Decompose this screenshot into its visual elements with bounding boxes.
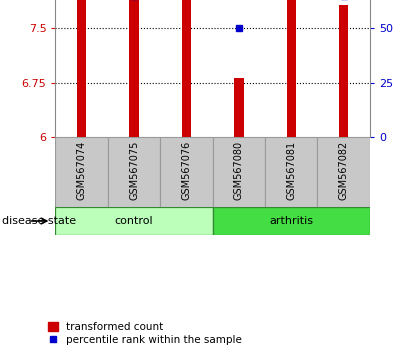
Text: GSM567081: GSM567081 <box>286 141 296 200</box>
Bar <box>77 0 86 137</box>
Text: GSM567074: GSM567074 <box>77 141 87 200</box>
Bar <box>129 0 139 137</box>
Text: GSM567076: GSM567076 <box>182 141 192 200</box>
Text: GSM567080: GSM567080 <box>234 141 244 200</box>
Text: GSM567082: GSM567082 <box>339 141 349 200</box>
Bar <box>286 0 296 137</box>
Bar <box>182 0 191 137</box>
Text: GSM567075: GSM567075 <box>129 141 139 200</box>
Bar <box>234 78 244 137</box>
Bar <box>55 207 213 235</box>
Text: disease state: disease state <box>2 216 76 226</box>
Text: control: control <box>115 216 153 226</box>
Text: arthritis: arthritis <box>269 216 313 226</box>
Bar <box>265 137 318 207</box>
Bar <box>55 137 108 207</box>
Bar <box>213 137 265 207</box>
Bar <box>318 137 370 207</box>
Bar <box>339 5 349 137</box>
Bar <box>213 207 370 235</box>
Bar <box>108 137 160 207</box>
Legend: transformed count, percentile rank within the sample: transformed count, percentile rank withi… <box>48 322 242 345</box>
Bar <box>160 137 213 207</box>
